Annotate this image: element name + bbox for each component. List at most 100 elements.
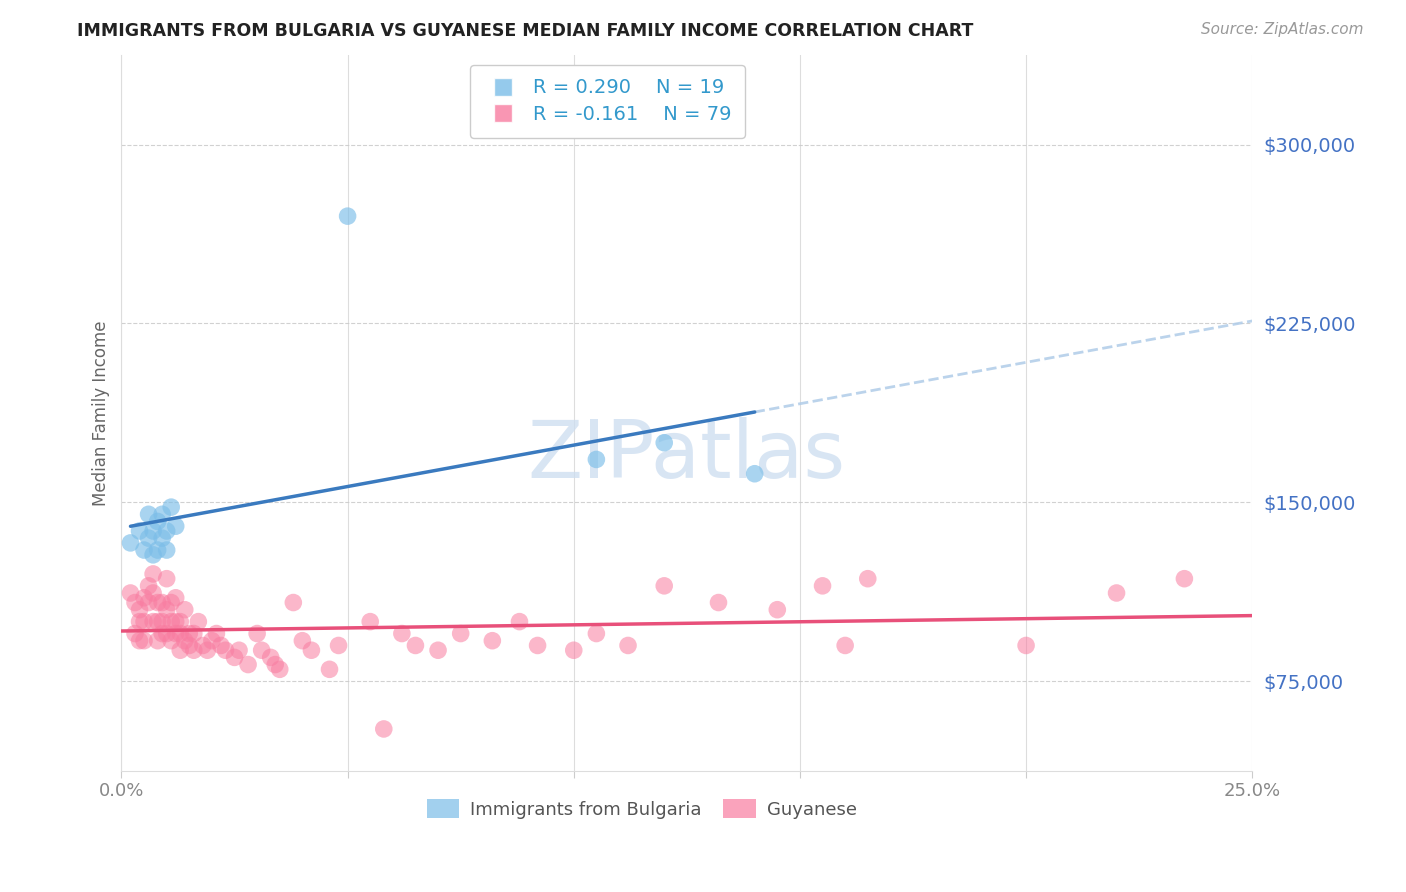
Point bbox=[617, 639, 640, 653]
Point bbox=[146, 615, 169, 629]
Point bbox=[156, 572, 179, 586]
Point bbox=[138, 531, 160, 545]
Point bbox=[128, 633, 150, 648]
Point bbox=[173, 633, 195, 648]
Point bbox=[132, 615, 155, 629]
Point bbox=[156, 626, 179, 640]
Point bbox=[183, 643, 205, 657]
Point bbox=[391, 626, 413, 640]
Y-axis label: Median Family Income: Median Family Income bbox=[93, 320, 110, 506]
Point bbox=[150, 626, 173, 640]
Point bbox=[328, 639, 350, 653]
Point bbox=[128, 524, 150, 538]
Point bbox=[744, 467, 766, 481]
Point bbox=[138, 579, 160, 593]
Point bbox=[291, 633, 314, 648]
Point bbox=[160, 500, 183, 515]
Point bbox=[150, 595, 173, 609]
Point bbox=[359, 615, 381, 629]
Point bbox=[585, 452, 607, 467]
Point bbox=[124, 626, 146, 640]
Point bbox=[160, 595, 183, 609]
Point bbox=[427, 643, 450, 657]
Point bbox=[264, 657, 287, 672]
Text: Source: ZipAtlas.com: Source: ZipAtlas.com bbox=[1201, 22, 1364, 37]
Point bbox=[236, 657, 259, 672]
Point bbox=[1173, 572, 1195, 586]
Point bbox=[142, 524, 165, 538]
Point bbox=[173, 603, 195, 617]
Point bbox=[156, 543, 179, 558]
Point bbox=[652, 579, 675, 593]
Text: ZIPatlas: ZIPatlas bbox=[527, 417, 846, 495]
Point bbox=[128, 615, 150, 629]
Point bbox=[165, 626, 187, 640]
Point bbox=[246, 626, 269, 640]
Point bbox=[214, 643, 236, 657]
Point bbox=[299, 643, 322, 657]
Point bbox=[652, 435, 675, 450]
Point bbox=[146, 515, 169, 529]
Point bbox=[224, 650, 246, 665]
Point bbox=[526, 639, 548, 653]
Point bbox=[146, 633, 169, 648]
Text: IMMIGRANTS FROM BULGARIA VS GUYANESE MEDIAN FAMILY INCOME CORRELATION CHART: IMMIGRANTS FROM BULGARIA VS GUYANESE MED… bbox=[77, 22, 974, 40]
Point bbox=[766, 603, 789, 617]
Point bbox=[142, 548, 165, 562]
Point bbox=[404, 639, 426, 653]
Point bbox=[138, 595, 160, 609]
Point bbox=[132, 591, 155, 605]
Point bbox=[269, 662, 291, 676]
Point bbox=[508, 615, 530, 629]
Point bbox=[318, 662, 340, 676]
Point bbox=[165, 519, 187, 533]
Point bbox=[165, 615, 187, 629]
Point bbox=[124, 595, 146, 609]
Point bbox=[150, 508, 173, 522]
Point bbox=[209, 639, 232, 653]
Point bbox=[707, 595, 730, 609]
Point bbox=[138, 508, 160, 522]
Point bbox=[205, 626, 228, 640]
Point bbox=[169, 626, 191, 640]
Point bbox=[228, 643, 250, 657]
Point bbox=[834, 639, 856, 653]
Point bbox=[146, 595, 169, 609]
Point bbox=[150, 615, 173, 629]
Point bbox=[811, 579, 834, 593]
Point bbox=[132, 543, 155, 558]
Point bbox=[120, 536, 142, 550]
Point bbox=[183, 626, 205, 640]
Point bbox=[195, 643, 218, 657]
Point bbox=[169, 615, 191, 629]
Point bbox=[142, 586, 165, 600]
Point bbox=[191, 639, 214, 653]
Point bbox=[128, 603, 150, 617]
Point bbox=[156, 524, 179, 538]
Point bbox=[336, 209, 359, 223]
Point bbox=[179, 626, 201, 640]
Point bbox=[260, 650, 283, 665]
Point bbox=[160, 633, 183, 648]
Point bbox=[450, 626, 472, 640]
Point bbox=[146, 543, 169, 558]
Point bbox=[1105, 586, 1128, 600]
Point bbox=[201, 633, 224, 648]
Point bbox=[142, 566, 165, 581]
Point bbox=[856, 572, 879, 586]
Point bbox=[187, 615, 209, 629]
Point bbox=[132, 633, 155, 648]
Point bbox=[142, 615, 165, 629]
Legend: Immigrants from Bulgaria, Guyanese: Immigrants from Bulgaria, Guyanese bbox=[419, 792, 863, 826]
Point bbox=[1015, 639, 1038, 653]
Point bbox=[283, 595, 305, 609]
Point bbox=[160, 615, 183, 629]
Point bbox=[250, 643, 273, 657]
Point bbox=[373, 722, 395, 736]
Point bbox=[165, 591, 187, 605]
Point bbox=[481, 633, 503, 648]
Point bbox=[150, 531, 173, 545]
Point bbox=[169, 643, 191, 657]
Point bbox=[585, 626, 607, 640]
Point bbox=[120, 586, 142, 600]
